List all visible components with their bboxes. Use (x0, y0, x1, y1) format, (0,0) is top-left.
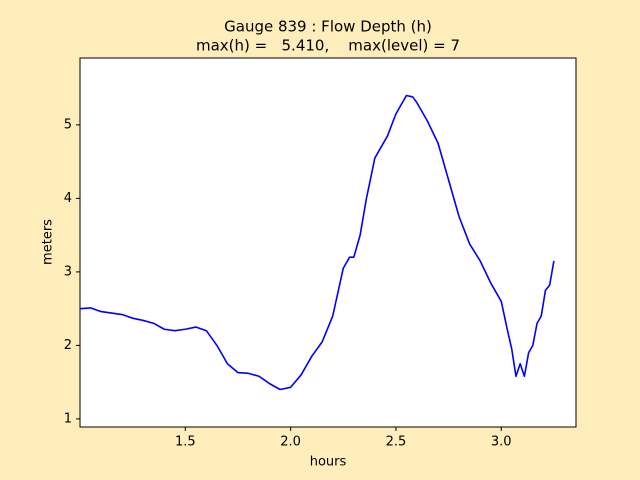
x-tick-label: 2.5 (386, 435, 407, 450)
y-tick-label: 3 (64, 264, 72, 279)
chart-title: Gauge 839 : Flow Depth (h) (224, 18, 432, 36)
y-tick-label: 2 (64, 338, 72, 353)
plot-area (79, 57, 577, 428)
y-tick-label: 5 (64, 117, 72, 132)
data-line (79, 94, 555, 391)
x-tick-label: 1.5 (175, 435, 196, 450)
y-axis-label: meters (41, 219, 56, 265)
x-axis-label: hours (310, 455, 347, 470)
x-tick-label: 3.0 (491, 435, 512, 450)
chart-subtitle: max(h) = 5.410, max(level) = 7 (196, 37, 460, 55)
y-tick-label: 4 (64, 191, 72, 206)
x-tick-label: 2.0 (280, 435, 301, 450)
y-tick-label: 1 (64, 411, 72, 426)
